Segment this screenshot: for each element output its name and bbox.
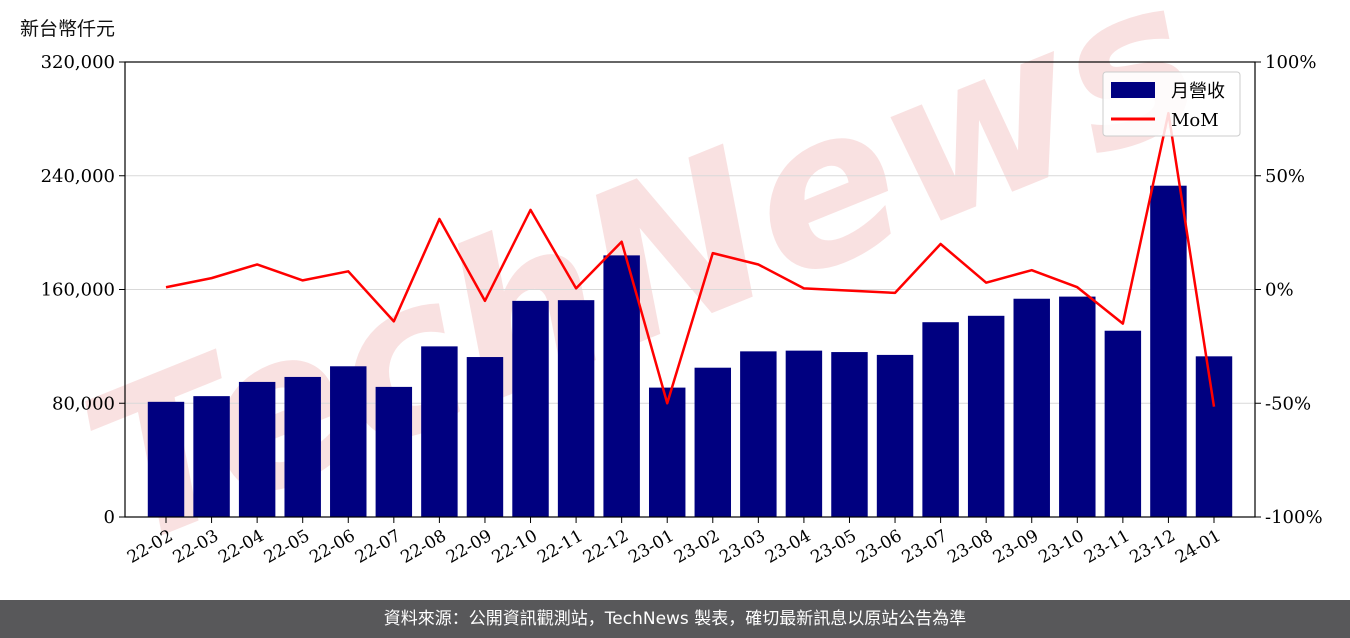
y2-tick-label: -50% [1265,393,1311,414]
x-tick-label-23-04: 23-04 [762,526,814,568]
bar-23-05 [831,352,868,517]
y2-tick-label: 100% [1265,52,1316,73]
x-tick-label-23-03: 23-03 [716,526,768,568]
bar-22-09 [466,357,504,517]
x-tick-label-22-06: 22-06 [306,526,358,568]
y2-tick-label: 50% [1265,166,1305,187]
bar-22-11 [557,300,595,517]
bar-23-01 [648,387,686,517]
x-tick-label-23-05: 23-05 [808,526,860,568]
bar-23-12 [1150,185,1187,517]
legend-bar-swatch [1111,82,1155,98]
x-tick-label-24-01: 24-01 [1172,526,1224,568]
x-tick-label-23-02: 23-02 [671,526,723,568]
y2-tick-label: -100% [1265,507,1323,528]
x-tick-label-22-11: 22-11 [534,526,586,568]
bar-22-06 [330,366,367,517]
x-tick-label-23-07: 23-07 [899,526,951,568]
y-tick-label: 160,000 [41,280,115,301]
y-tick-label: 80,000 [52,393,115,414]
bar-23-03 [740,351,777,517]
bar-22-03 [193,396,230,517]
x-tick-label-23-09: 23-09 [990,526,1042,568]
legend-line-label: MoM [1171,110,1219,131]
bar-22-02 [147,401,185,517]
bar-24-01 [1195,356,1233,517]
bar-23-07 [922,322,959,517]
bar-22-05 [284,376,321,517]
bar-23-06 [876,354,914,517]
bar-23-04 [785,350,823,517]
x-tick-label-22-09: 22-09 [443,526,495,568]
y-tick-label: 0 [104,507,115,528]
watermark-text: TechNews [55,0,1231,595]
bar-23-11 [1104,330,1142,517]
bar-22-08 [421,346,458,517]
source-footer: 資料來源：公開資訊觀測站，TechNews 製表，確切最新訊息以原站公告為準 [0,600,1350,638]
x-tick-label-23-11: 23-11 [1081,526,1133,568]
x-tick-label-22-10: 22-10 [489,526,541,568]
x-tick-label-22-07: 22-07 [352,526,404,568]
bar-23-08 [967,315,1005,517]
y2-tick-label: 0% [1265,280,1294,301]
bar-22-10 [512,300,549,517]
y-axis-unit-label: 新台幣仟元 [20,18,116,40]
bar-22-04 [238,381,276,517]
x-tick-label-23-10: 23-10 [1035,526,1087,568]
bar-23-09 [1013,298,1050,517]
y-tick-label: 240,000 [41,166,115,187]
y-tick-label: 320,000 [41,52,115,73]
bar-23-10 [1059,296,1096,517]
bar-22-12 [603,255,640,517]
bar-22-07 [375,386,413,517]
x-tick-label-22-08: 22-08 [397,526,449,568]
bar-23-02 [694,367,732,517]
x-tick-label-22-12: 22-12 [580,526,632,568]
x-tick-label-23-08: 23-08 [944,526,996,568]
x-tick-label-23-01: 23-01 [625,526,677,568]
x-tick-label-23-12: 23-12 [1126,526,1178,568]
mom-line [165,111,1216,407]
x-tick-label-23-06: 23-06 [853,526,905,568]
legend-bar-label: 月營收 [1171,81,1225,102]
